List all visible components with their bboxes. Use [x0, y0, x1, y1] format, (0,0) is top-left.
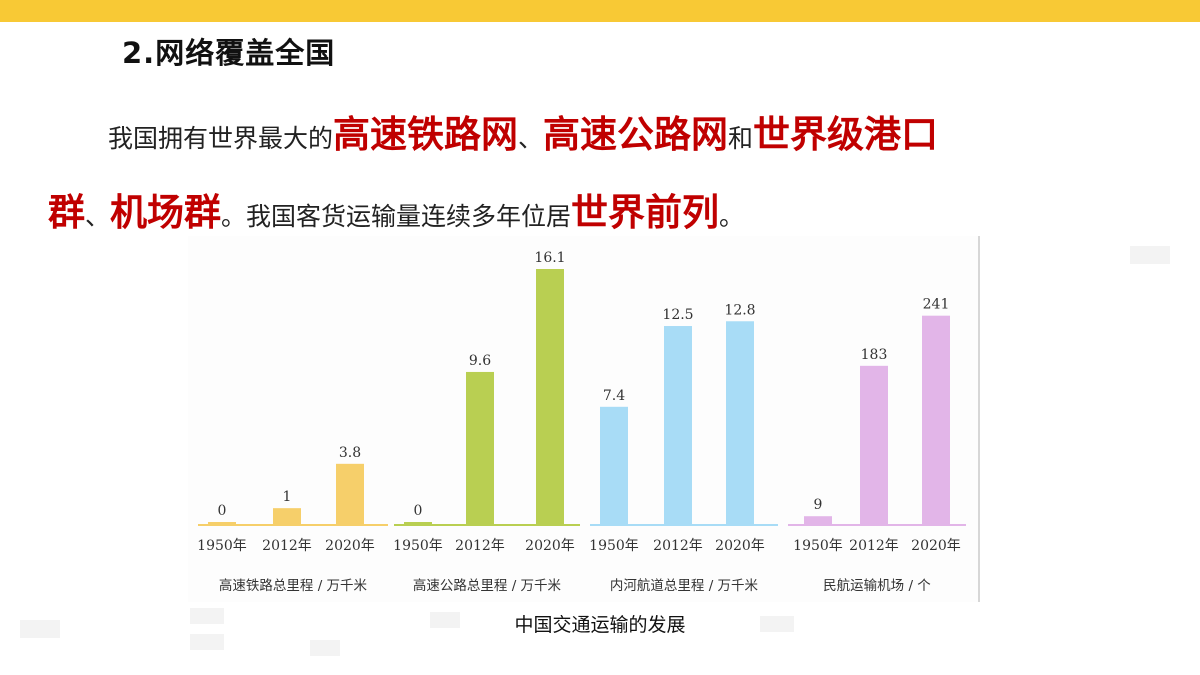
- category-label: 2020年: [325, 538, 375, 554]
- category-label: 1950年: [589, 538, 639, 554]
- highlight-text: 群: [48, 191, 85, 234]
- highlight-text: 世界前列: [571, 191, 720, 234]
- category-label: 2020年: [715, 538, 765, 554]
- body-text: 、: [85, 202, 111, 231]
- bar: [600, 406, 628, 524]
- bar-value-label: 0: [414, 503, 423, 519]
- chart-panel: [188, 236, 980, 602]
- paragraph-line-1: 我国拥有世界最大的高速铁路网、高速公路网和世界级港口: [108, 104, 938, 158]
- category-label: 2012年: [262, 538, 312, 554]
- bar-value-label: 7.4: [603, 388, 625, 404]
- decor-block: [430, 612, 460, 628]
- bar-value-label: 183: [861, 347, 888, 363]
- bar: [273, 508, 301, 524]
- bar-value-label: 12.8: [724, 302, 755, 318]
- bar-value-label: 9.6: [469, 353, 491, 369]
- highlight-text: 高速公路网: [543, 113, 729, 156]
- category-label: 2012年: [849, 538, 899, 554]
- bar: [860, 365, 888, 524]
- paragraph-line-2: 群、机场群。我国客货运输量连续多年位居世界前列。: [48, 182, 744, 236]
- chart-caption: 中国交通运输的发展: [514, 614, 686, 636]
- bar-value-label: 16.1: [534, 250, 565, 266]
- body-text: 、: [518, 124, 544, 153]
- bar: [726, 321, 754, 524]
- bar: [404, 522, 432, 524]
- decor-block: [310, 640, 340, 656]
- body-text: 和: [728, 124, 754, 153]
- chart-panel-edge: [978, 236, 980, 602]
- bar-value-label: 1: [283, 489, 292, 505]
- bar: [536, 269, 564, 524]
- category-label: 1950年: [197, 538, 247, 554]
- bar-value-label: 12.5: [662, 307, 693, 323]
- category-label: 1950年: [393, 538, 443, 554]
- decor-block: [760, 616, 794, 632]
- chart-title: 高速铁路总里程 / 万千米: [219, 577, 368, 594]
- category-label: 2012年: [653, 538, 703, 554]
- body-text: 。我国客货运输量连续多年位居: [221, 202, 572, 231]
- category-label: 2020年: [911, 538, 961, 554]
- bar-value-label: 0: [218, 503, 227, 519]
- bar: [336, 463, 364, 524]
- chart-title: 高速公路总里程 / 万千米: [413, 577, 562, 594]
- bar: [804, 516, 832, 524]
- category-label: 1950年: [793, 538, 843, 554]
- top-accent-bar: [0, 0, 1200, 22]
- bar: [466, 371, 494, 524]
- chart-title: 民航运输机场 / 个: [823, 578, 931, 594]
- chart-title: 内河航道总里程 / 万千米: [610, 578, 759, 594]
- highlight-text: 机场群: [110, 191, 222, 234]
- body-text: 。: [719, 202, 745, 231]
- highlight-text: 高速铁路网: [333, 113, 519, 156]
- body-text: 我国拥有世界最大的: [108, 124, 334, 153]
- decor-block: [1130, 246, 1170, 264]
- bar: [208, 522, 236, 524]
- highlight-text: 世界级港口: [753, 113, 939, 156]
- decor-block: [190, 608, 224, 624]
- bar-value-label: 9: [814, 497, 823, 513]
- bar: [922, 315, 950, 524]
- category-label: 2012年: [455, 538, 505, 554]
- bar-value-label: 241: [923, 297, 950, 313]
- bar: [664, 326, 692, 524]
- decor-block: [190, 634, 224, 650]
- bar-value-label: 3.8: [339, 445, 361, 461]
- slide-heading: 2.网络覆盖全国: [122, 36, 336, 70]
- decor-block: [20, 620, 60, 638]
- category-label: 2020年: [525, 538, 575, 554]
